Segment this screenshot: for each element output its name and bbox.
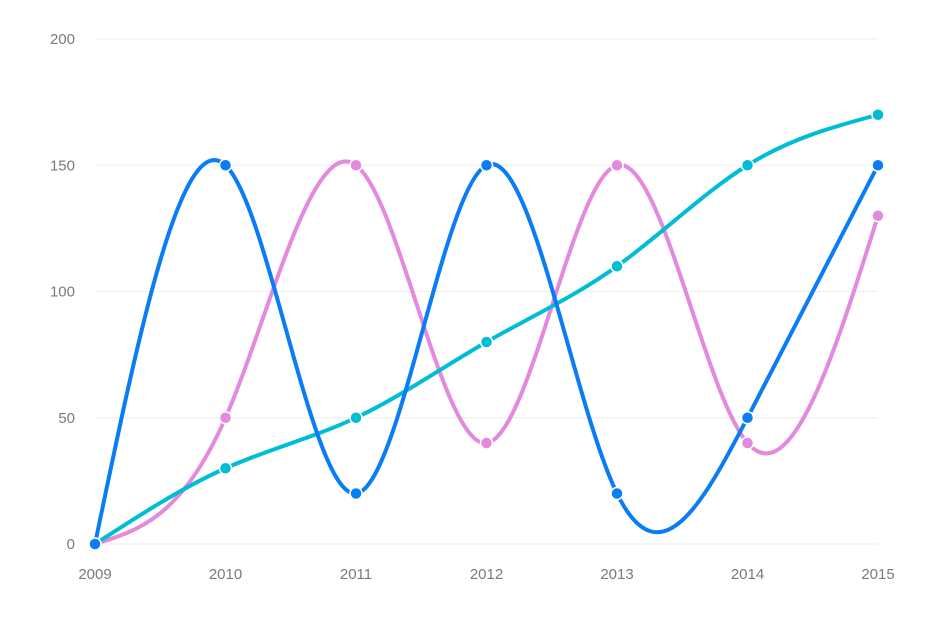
x-tick-label: 2009 (78, 566, 111, 583)
y-tick-label: 150 (50, 157, 75, 174)
data-point[interactable] (218, 158, 233, 172)
x-tick-label: 2010 (209, 566, 242, 583)
x-tick-label: 2015 (861, 566, 894, 583)
x-axis: 2009 2010 2011 2012 2013 2014 2015 (78, 566, 894, 583)
y-tick-label: 100 (50, 284, 75, 301)
data-point[interactable] (479, 436, 494, 450)
series-2 (88, 158, 885, 551)
data-point[interactable] (871, 158, 885, 172)
y-tick-label: 50 (58, 410, 75, 427)
data-point[interactable] (871, 108, 885, 122)
data-point[interactable] (610, 158, 624, 172)
series-line (93, 159, 880, 546)
series-1 (88, 108, 885, 551)
series-line (93, 158, 880, 546)
data-point[interactable] (479, 158, 494, 172)
data-point[interactable] (740, 411, 755, 425)
x-tick-label: 2014 (731, 566, 764, 583)
data-point[interactable] (740, 436, 755, 450)
data-point[interactable] (349, 411, 363, 425)
series-0 (88, 158, 885, 551)
grid (95, 38, 878, 545)
data-point[interactable] (349, 486, 363, 501)
data-point[interactable] (610, 259, 624, 273)
y-tick-label: 0 (67, 536, 75, 553)
data-point[interactable] (871, 209, 885, 223)
data-point[interactable] (218, 461, 233, 475)
data-point[interactable] (740, 158, 755, 172)
data-point[interactable] (349, 158, 363, 172)
series-line (93, 112, 880, 546)
data-point[interactable] (479, 335, 494, 349)
y-axis: 0 50 100 150 200 (50, 31, 75, 553)
data-point[interactable] (610, 486, 624, 501)
data-point[interactable] (218, 411, 233, 425)
y-tick-label: 200 (50, 31, 75, 48)
x-tick-label: 2012 (470, 566, 503, 583)
x-tick-label: 2011 (340, 566, 372, 583)
x-tick-label: 2013 (600, 566, 633, 583)
data-point[interactable] (88, 537, 102, 551)
series-group (88, 108, 885, 551)
